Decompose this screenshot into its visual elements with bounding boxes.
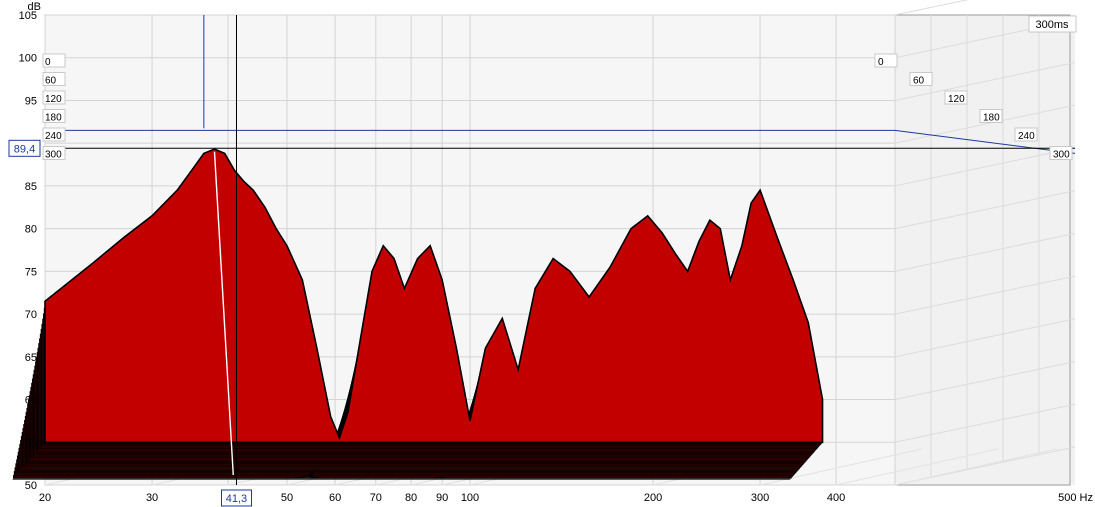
time-label-box-left bbox=[42, 72, 66, 86]
time-label-left: 240 bbox=[45, 131, 62, 142]
waterfall-slices bbox=[12, 148, 824, 480]
y-tick-label: 50 bbox=[25, 480, 37, 492]
time-label-right: 60 bbox=[913, 76, 925, 87]
time-label-box-right bbox=[874, 53, 898, 68]
time-label-right: 120 bbox=[948, 94, 965, 105]
time-label-left: 60 bbox=[45, 76, 57, 87]
time-label-box-left bbox=[42, 90, 66, 105]
y-tick-label: 75 bbox=[25, 266, 37, 278]
grid-depth-h-1 bbox=[894, 403, 1076, 443]
grid-depth-h-5 bbox=[894, 232, 1076, 272]
time-label-box-right bbox=[909, 72, 933, 86]
time-label-box-right bbox=[1049, 146, 1073, 160]
grid-depth-h-4 bbox=[894, 275, 1076, 315]
time-label-right: 180 bbox=[983, 113, 1000, 124]
grid-depth-h-6 bbox=[894, 190, 1076, 230]
cursor-x-value: 41,3 bbox=[226, 493, 247, 505]
grid-depth-h-11 bbox=[894, 0, 969, 16]
time-label-box-right bbox=[979, 109, 1003, 123]
cursor-y-value: 89,4 bbox=[14, 143, 35, 155]
time-label-box-right bbox=[1014, 127, 1038, 142]
time-label-left: 0 bbox=[45, 57, 51, 68]
time-labels: 0 0 60 60 120 120 180 180 240 240 300 300 bbox=[42, 53, 1073, 161]
grid-depth-h-2 bbox=[894, 361, 1076, 401]
time-label-box-left bbox=[42, 146, 66, 160]
x-tick-label: 20 bbox=[39, 492, 51, 504]
x-tick-label: 70 bbox=[370, 492, 382, 504]
x-tick-label: 60 bbox=[329, 492, 341, 504]
time-label-right: 240 bbox=[1018, 131, 1035, 142]
grid-floor-11 bbox=[835, 448, 999, 486]
y-axis-unit: dB bbox=[28, 1, 41, 13]
y-tick-label: 100 bbox=[19, 53, 37, 65]
x-tick-label: 80 bbox=[405, 492, 417, 504]
cursor-y-box bbox=[8, 139, 41, 157]
x-tick-label: 400 bbox=[827, 492, 845, 504]
y-tick-label: 55 bbox=[25, 437, 37, 449]
x-tick-label: 90 bbox=[436, 492, 448, 504]
y-tick-label: 85 bbox=[25, 181, 37, 193]
time-range-box bbox=[1028, 15, 1077, 33]
cursor-trace bbox=[213, 151, 234, 476]
y-tick-label: 80 bbox=[25, 224, 37, 236]
grid-depth-h-7 bbox=[894, 147, 1076, 187]
x-tick-label: 200 bbox=[644, 492, 662, 504]
x-tick-label: 100 bbox=[461, 492, 479, 504]
time-label-box-left bbox=[42, 127, 66, 142]
time-label-left: 300 bbox=[45, 150, 62, 161]
grid-depth-h-3 bbox=[894, 318, 1076, 358]
x-tick-label: 300 bbox=[751, 492, 769, 504]
cursor-line-depth bbox=[894, 129, 1076, 154]
x-tick-label: 50 bbox=[281, 492, 293, 504]
y-tick-label: 105 bbox=[19, 10, 37, 22]
y-tick-label: 95 bbox=[25, 95, 37, 107]
time-label-right: 0 bbox=[878, 57, 884, 68]
x-tick-label: 500 Hz bbox=[1058, 492, 1093, 504]
y-tick-label: 70 bbox=[25, 309, 37, 321]
grid-depth-h-9 bbox=[894, 61, 1076, 101]
x-tick-label: 30 bbox=[146, 492, 158, 504]
y-tick-label: 65 bbox=[25, 352, 37, 364]
cursor-x-box bbox=[220, 489, 252, 507]
time-label-right: 300 bbox=[1053, 150, 1070, 161]
grid-depth-h-8 bbox=[894, 104, 1076, 144]
time-label-left: 120 bbox=[45, 94, 62, 105]
time-label-box-left bbox=[42, 109, 66, 123]
time-range-label: 300ms bbox=[1035, 19, 1069, 31]
axis-ticks: 50 55 60 65 70 75 80 85 95 100 105 20 30 50 60 70 80 90 10… bbox=[19, 1, 1093, 504]
y-tick-label: 60 bbox=[25, 395, 37, 407]
time-label-box-left bbox=[42, 53, 66, 68]
time-label-box-right bbox=[944, 90, 968, 105]
time-label-left: 180 bbox=[45, 113, 62, 124]
slice-0 bbox=[44, 148, 824, 444]
grid-floor-12 bbox=[894, 448, 1058, 486]
